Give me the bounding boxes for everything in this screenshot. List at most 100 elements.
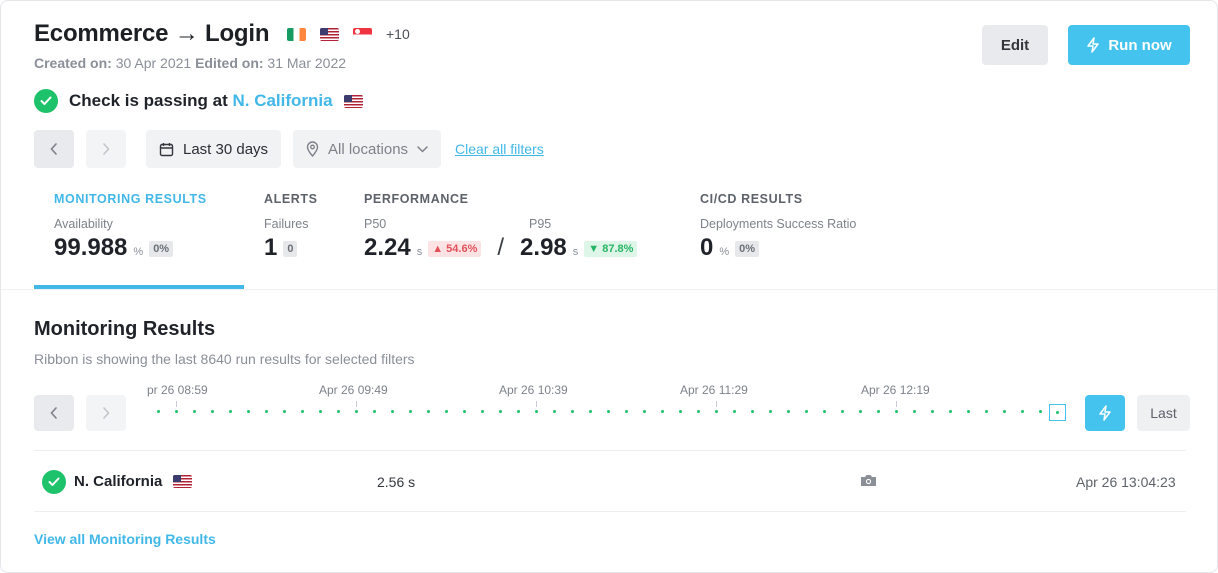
run-result-dot[interactable]: [625, 410, 628, 413]
run-result-dot[interactable]: [1021, 410, 1024, 413]
location-filter-label: All locations: [328, 140, 409, 158]
prev-period-button[interactable]: [34, 130, 74, 168]
run-result-dot[interactable]: [607, 410, 610, 413]
more-locations-count[interactable]: +10: [386, 26, 410, 42]
run-result-dot[interactable]: [175, 410, 178, 413]
ribbon-tick-label: Apr 26 09:49: [319, 383, 388, 397]
run-result-dot[interactable]: [1003, 410, 1006, 413]
availability-label: Availability: [54, 217, 113, 231]
run-result-dot[interactable]: [535, 410, 538, 413]
run-result-dot[interactable]: [661, 410, 664, 413]
run-result-dot[interactable]: [355, 410, 358, 413]
run-check-button[interactable]: [1085, 395, 1125, 431]
camera-icon[interactable]: [860, 474, 877, 492]
chevron-right-icon: [103, 143, 110, 155]
run-result-dot[interactable]: [679, 410, 682, 413]
run-result-dot[interactable]: [301, 410, 304, 413]
run-result-dot[interactable]: [373, 410, 376, 413]
run-result-dot[interactable]: [193, 410, 196, 413]
run-result-dot[interactable]: [283, 410, 286, 413]
run-result-dot[interactable]: [553, 410, 556, 413]
view-all-results-link[interactable]: View all Monitoring Results: [34, 531, 216, 547]
result-timestamp: Apr 26 13:04:23: [1076, 474, 1176, 490]
row-divider: [34, 450, 1186, 451]
run-result-dot[interactable]: [643, 410, 646, 413]
tab-performance[interactable]: PERFORMANCE: [364, 192, 469, 206]
run-result-dot[interactable]: [427, 410, 430, 413]
run-result-dot[interactable]: [499, 410, 502, 413]
ribbon-tick-label: Apr 26 11:29: [680, 383, 748, 397]
run-result-dot[interactable]: [211, 410, 214, 413]
run-result-dot[interactable]: [805, 410, 808, 413]
run-result-dot[interactable]: [985, 410, 988, 413]
result-location[interactable]: N. California: [74, 473, 163, 490]
edited-label: Edited on:: [195, 55, 264, 71]
run-result-dot[interactable]: [895, 410, 898, 413]
tab-cicd-results[interactable]: CI/CD RESULTS: [700, 192, 803, 206]
location-flags[interactable]: +10: [287, 26, 410, 42]
run-now-button[interactable]: Run now: [1068, 25, 1190, 65]
run-result-dot[interactable]: [769, 410, 772, 413]
ribbon-tick-mark: [356, 401, 357, 407]
date-range-filter[interactable]: Last 30 days: [146, 130, 282, 168]
section-subtitle: Ribbon is showing the last 8640 run resu…: [34, 351, 415, 367]
deployments-ratio-metric: 0 % 0%: [700, 234, 760, 262]
run-result-dot[interactable]: [517, 410, 520, 413]
run-result-dot[interactable]: [931, 410, 934, 413]
run-result-dot[interactable]: [247, 410, 250, 413]
created-label: Created on:: [34, 55, 112, 71]
tab-monitoring-results[interactable]: MONITORING RESULTS: [54, 192, 207, 206]
next-period-button[interactable]: [86, 130, 126, 168]
deployments-ratio-badge: 0%: [735, 241, 760, 257]
run-result-dot[interactable]: [697, 410, 700, 413]
failures-metric: 1 0: [264, 234, 298, 262]
run-result-dot[interactable]: [571, 410, 574, 413]
failures-value: 1: [264, 234, 278, 261]
run-result-dot[interactable]: [409, 410, 412, 413]
p95-change-badge: ▼ 87.8%: [584, 241, 638, 257]
date-range-label: Last 30 days: [183, 140, 269, 158]
results-ribbon[interactable]: pr 26 08:59 Apr 26 09:49 Apr 26 10:39 Ap…: [141, 379, 1071, 429]
edited-value: 31 Mar 2022: [267, 55, 347, 71]
run-result-dot[interactable]: [481, 410, 484, 413]
run-result-dot[interactable]: [229, 410, 232, 413]
run-result-dot[interactable]: [877, 410, 880, 413]
status-text: Check is passing at N. California: [69, 91, 333, 111]
tab-alerts[interactable]: ALERTS: [264, 192, 318, 206]
run-result-dot[interactable]: [913, 410, 916, 413]
run-result-dot[interactable]: [733, 410, 736, 413]
calendar-icon: [159, 142, 174, 156]
run-result-dot[interactable]: [463, 410, 466, 413]
ribbon-next-button[interactable]: [86, 395, 126, 431]
location-pin-icon: [306, 141, 319, 157]
run-result-dot[interactable]: [967, 410, 970, 413]
clear-filters-link[interactable]: Clear all filters: [455, 141, 544, 157]
run-result-dot[interactable]: [949, 410, 952, 413]
edit-button[interactable]: Edit: [982, 25, 1048, 65]
ribbon-tick-mark: [716, 401, 717, 407]
run-result-dot[interactable]: [265, 410, 268, 413]
section-divider: [1, 289, 1217, 290]
run-result-dot[interactable]: [157, 410, 160, 413]
run-result-dot[interactable]: [841, 410, 844, 413]
ribbon-prev-button[interactable]: [34, 395, 74, 431]
location-filter[interactable]: All locations: [293, 130, 442, 168]
run-result-dot[interactable]: [715, 410, 718, 413]
run-result-dot[interactable]: [589, 410, 592, 413]
run-result-dot[interactable]: [319, 410, 322, 413]
result-pass-icon: [42, 470, 66, 494]
run-result-dot[interactable]: [391, 410, 394, 413]
check-icon: [34, 89, 58, 113]
run-result-dot[interactable]: [787, 410, 790, 413]
latest-result-marker[interactable]: [1049, 404, 1066, 421]
run-result-dot[interactable]: [751, 410, 754, 413]
run-result-dot[interactable]: [1039, 410, 1042, 413]
availability-unit: %: [133, 246, 144, 258]
status-location[interactable]: N. California: [232, 91, 333, 110]
run-result-dot[interactable]: [337, 410, 340, 413]
last-result-button[interactable]: Last: [1137, 395, 1190, 431]
run-result-dot[interactable]: [859, 410, 862, 413]
run-result-dot[interactable]: [823, 410, 826, 413]
deployments-ratio-value: 0: [700, 234, 714, 261]
run-result-dot[interactable]: [445, 410, 448, 413]
